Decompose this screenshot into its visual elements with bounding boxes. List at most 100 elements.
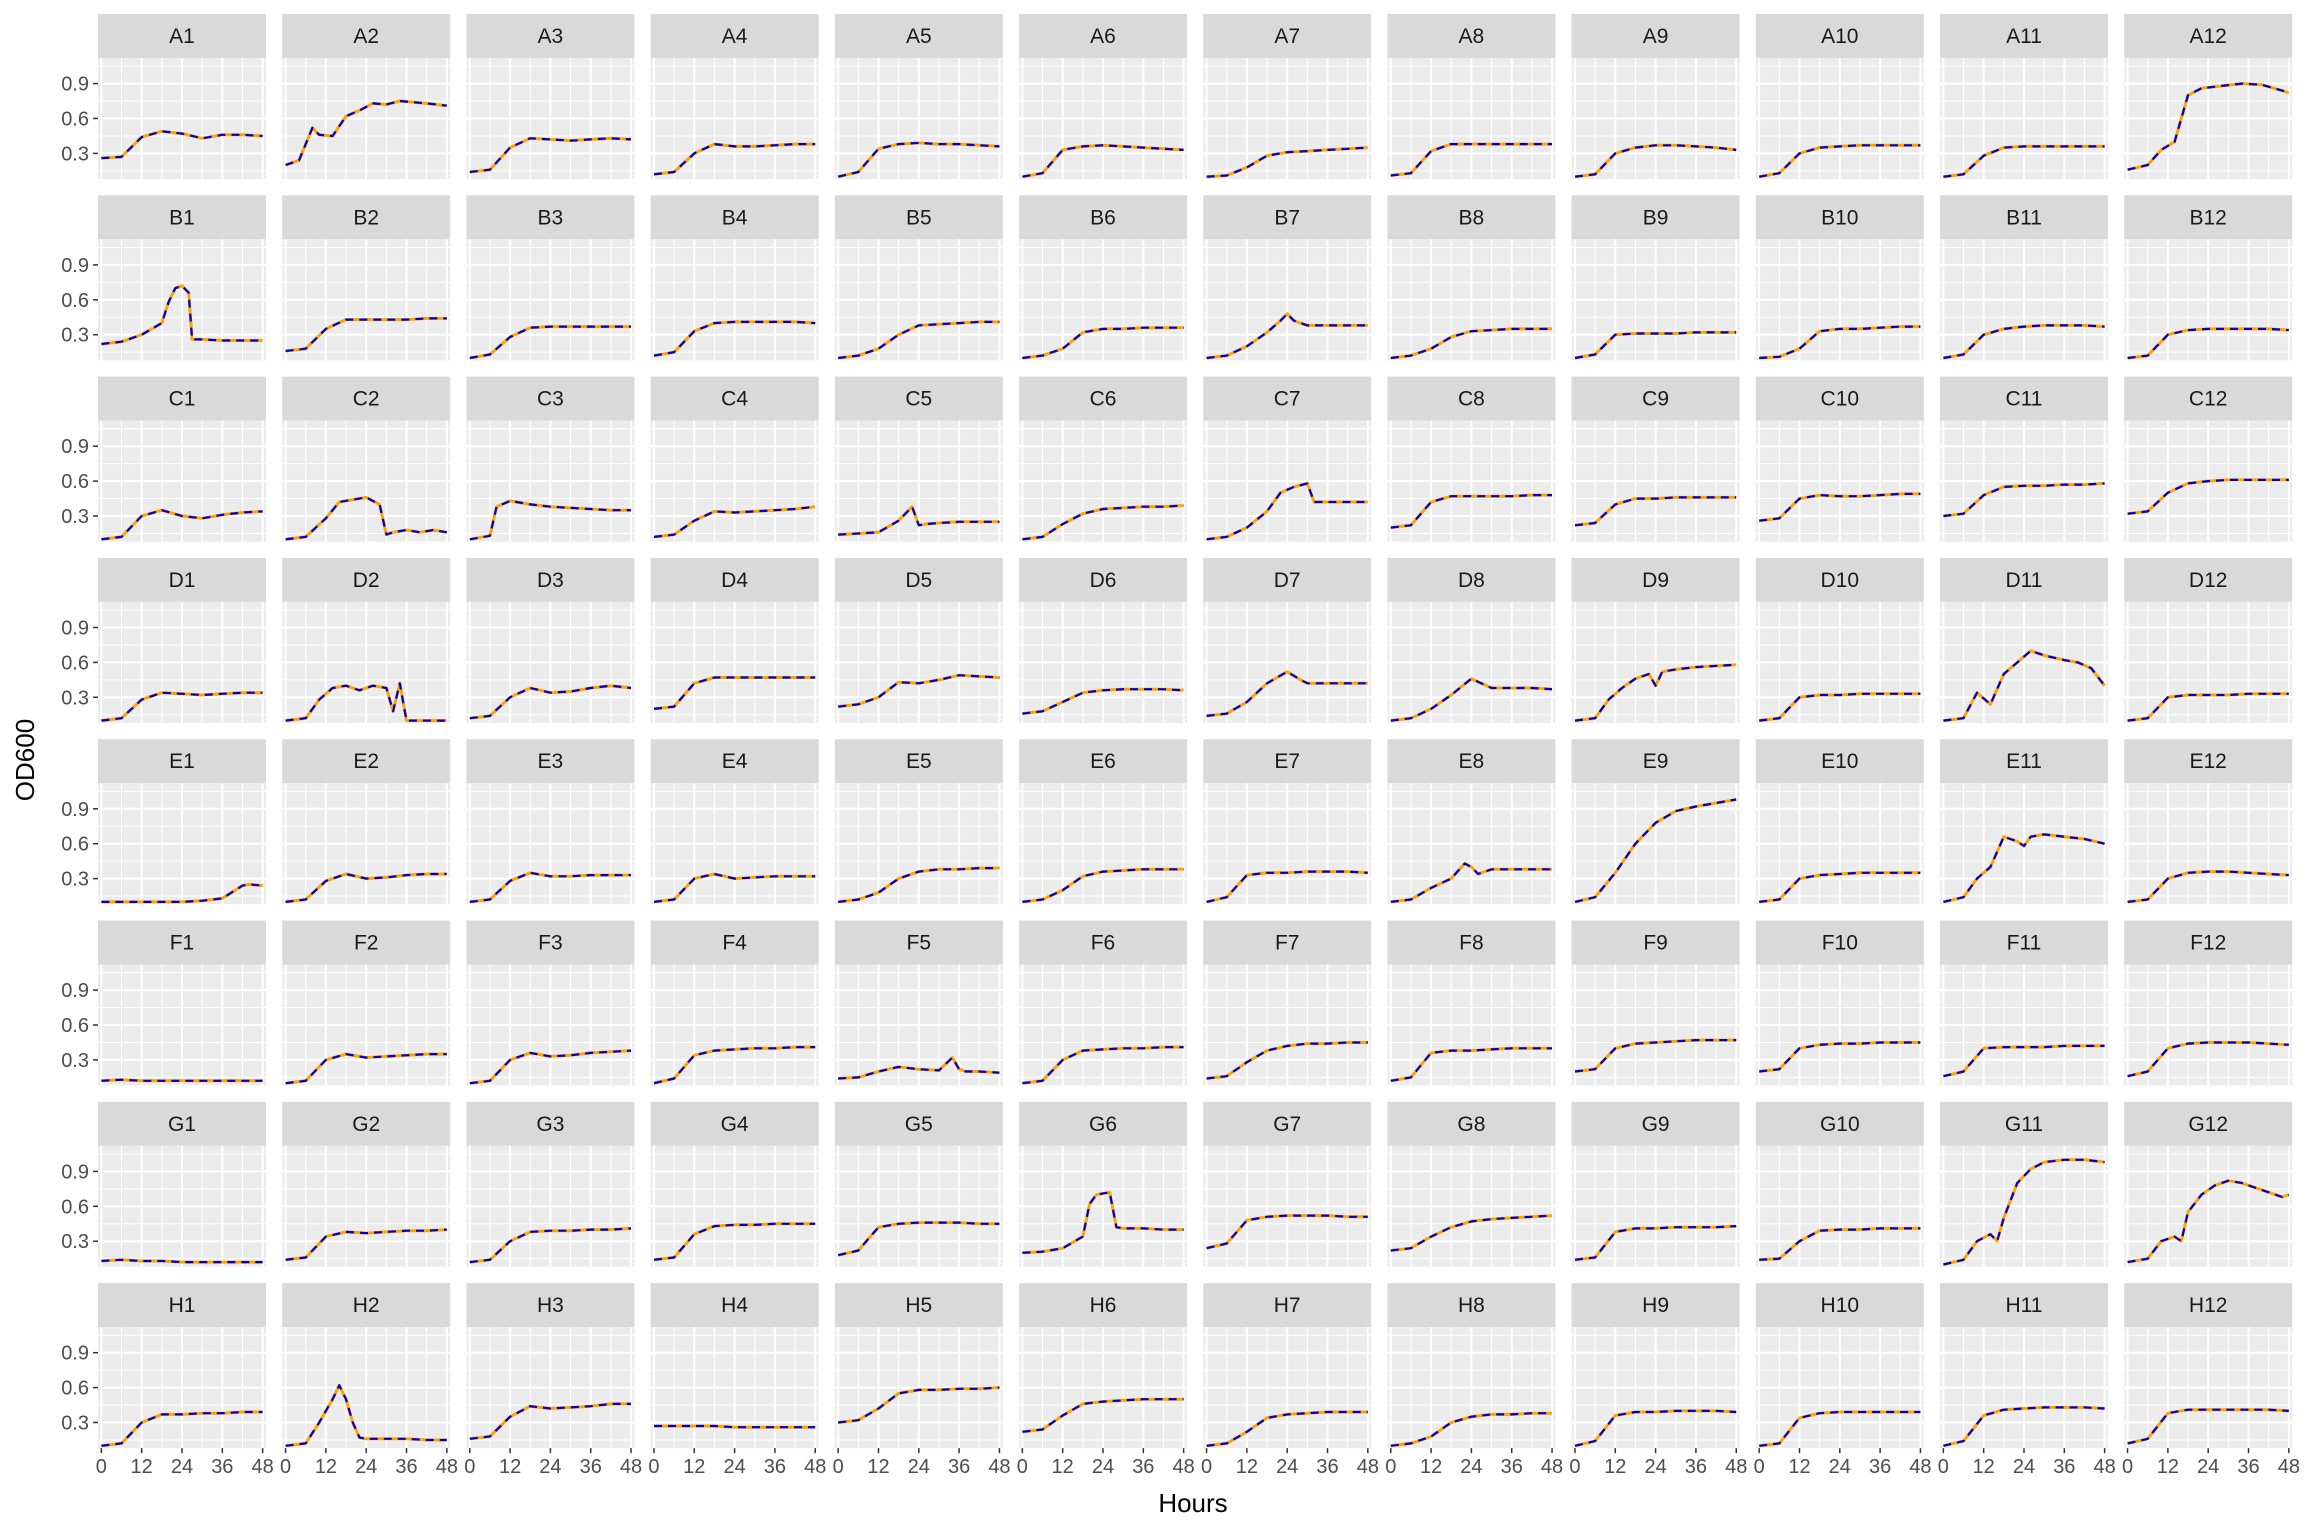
series-line-dashed — [2127, 870, 2289, 903]
panel-D4: D4 — [650, 557, 819, 723]
series-line-dashed — [1759, 1041, 1921, 1073]
strip-label: C10 — [1821, 388, 1860, 411]
series-line-dashed — [1943, 145, 2105, 178]
y-tick-label: 0.6 — [61, 834, 89, 856]
panel-C5: C5 — [834, 376, 1003, 542]
strip-background — [282, 1283, 451, 1328]
strip-label: A3 — [538, 25, 564, 48]
series-line-dashed — [1022, 504, 1184, 541]
panel-B1: B1 — [98, 195, 266, 361]
panel-A3: A3 — [466, 14, 635, 179]
series-line-dashed — [1022, 326, 1184, 360]
y-tick-label: 0.6 — [61, 109, 89, 131]
strip-background — [1940, 376, 2108, 421]
strip-background — [98, 1283, 266, 1328]
panel-E9: E9 — [1571, 739, 1740, 905]
strip-background — [834, 1101, 1003, 1146]
strip-label: G9 — [1642, 1113, 1670, 1136]
x-tick-label: 24 — [2013, 1456, 2035, 1478]
strip-background — [466, 376, 635, 421]
strip-background — [98, 557, 266, 602]
x-tick-label: 12 — [1788, 1456, 1810, 1478]
series-line-dashed — [1390, 494, 1552, 529]
series-line-dashed — [2127, 82, 2290, 171]
strip-background — [282, 14, 451, 58]
strip-label: A10 — [1821, 25, 1858, 48]
x-tick-label: 12 — [1604, 1456, 1626, 1478]
series-line-dashed — [285, 1052, 447, 1085]
strip-background — [1940, 739, 2108, 784]
y-tick-label: 0.9 — [61, 255, 89, 277]
panel-F10: F10 — [1755, 920, 1924, 1086]
panel-G11: G11 — [1940, 1101, 2108, 1267]
panel-C6: C6 — [1019, 376, 1187, 542]
x-tick-label: 12 — [1973, 1456, 1995, 1478]
panel-C8: C8 — [1387, 376, 1556, 542]
strip-label: G4 — [721, 1113, 749, 1136]
x-tick-label: 24 — [723, 1456, 745, 1478]
strip-label: B1 — [169, 206, 195, 229]
strip-label: E3 — [538, 750, 564, 773]
panel-F4: F4 — [650, 920, 819, 1086]
strip-background — [1019, 376, 1187, 421]
x-tick-label: 0 — [1938, 1456, 1949, 1478]
series-line-dashed — [469, 1402, 631, 1440]
series-line-dashed — [1574, 1225, 1737, 1261]
x-tick-label: 48 — [620, 1456, 642, 1478]
panel-C9: C9 — [1571, 376, 1740, 542]
series-line-solid — [654, 1424, 816, 1429]
strip-background — [466, 920, 635, 965]
series-line-dashed — [1574, 1038, 1737, 1073]
panel-E3: E3 — [466, 739, 635, 905]
panel-H4: H4 — [650, 1283, 819, 1449]
panel-D2: D2 — [282, 557, 451, 723]
panel-F8: F8 — [1387, 920, 1556, 1086]
strip-label: H10 — [1821, 1294, 1860, 1317]
y-tick-label: 0.6 — [61, 471, 89, 493]
series-line-dashed — [1022, 1045, 1184, 1085]
x-tick-label: 36 — [1316, 1456, 1338, 1478]
panel-B8: B8 — [1387, 195, 1556, 361]
strip-label: F11 — [2007, 932, 2042, 955]
strip-label: D8 — [1458, 569, 1485, 592]
strip-background — [98, 195, 266, 240]
strip-background — [282, 739, 451, 784]
strip-background — [466, 1101, 635, 1146]
strip-label: G12 — [2188, 1113, 2228, 1136]
series-line-dashed — [1206, 482, 1368, 541]
x-tick-label: 36 — [580, 1456, 602, 1478]
x-tick-label: 0 — [1017, 1456, 1028, 1478]
panel-B9: B9 — [1571, 195, 1740, 361]
x-tick-label: 0 — [96, 1456, 107, 1478]
strip-label: F10 — [1822, 932, 1858, 955]
panel-G1: G1 — [98, 1101, 266, 1267]
strip-background — [2124, 1101, 2293, 1146]
strip-background — [650, 920, 819, 965]
panel-E1: E1 — [98, 739, 266, 905]
panel-D8: D8 — [1387, 557, 1556, 723]
x-tick-label: 24 — [1644, 1456, 1666, 1478]
series-line-dashed — [1206, 870, 1368, 903]
strip-label: D5 — [905, 569, 932, 592]
panel-D6: D6 — [1019, 557, 1187, 723]
series-line-dashed — [469, 871, 631, 903]
panel-A6: A6 — [1019, 14, 1187, 179]
series-line-dashed — [2127, 1179, 2290, 1264]
x-tick-label: 0 — [833, 1456, 844, 1478]
strip-label: G11 — [2005, 1113, 2043, 1136]
x-tick-label: 24 — [908, 1456, 930, 1478]
strip-label: E11 — [2006, 750, 2042, 773]
strip-background — [650, 195, 819, 240]
panel-B2: B2 — [282, 195, 451, 361]
y-tick-label: 0.6 — [61, 1196, 89, 1218]
y-tick-label: 0.6 — [61, 652, 89, 674]
series-line-dashed — [838, 866, 1000, 903]
panel-A10: A10 — [1755, 14, 1924, 179]
strip-background — [1940, 1283, 2108, 1328]
strip-label: E7 — [1274, 750, 1300, 773]
strip-background — [282, 1101, 451, 1146]
series-line-dashed — [838, 674, 1000, 708]
panel-C7: C7 — [1203, 376, 1372, 542]
panel-C3: C3 — [466, 376, 635, 542]
panel-A4: A4 — [650, 14, 819, 179]
